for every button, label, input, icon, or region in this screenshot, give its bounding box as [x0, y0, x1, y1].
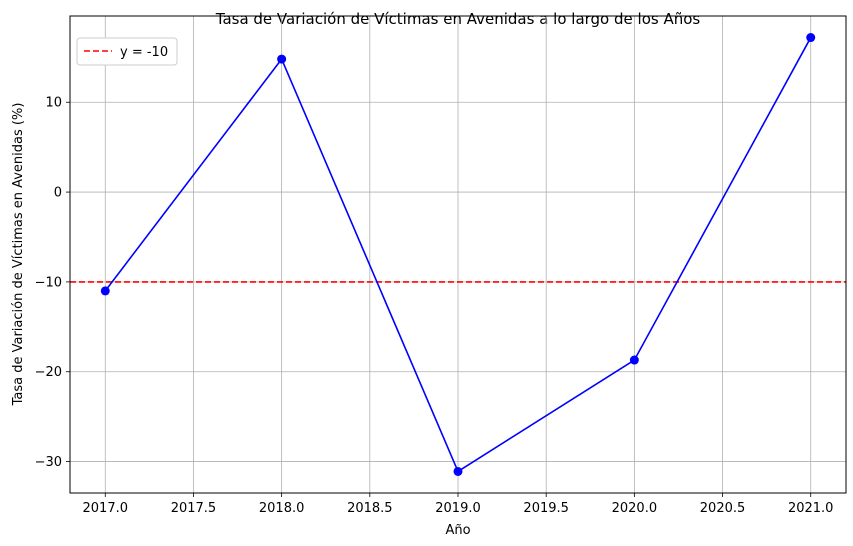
y-tick-label: −10 [35, 275, 62, 290]
x-tick-label: 2018.5 [347, 501, 393, 516]
x-axis-label: Año [445, 523, 470, 538]
chart-title: Tasa de Variación de Víctimas en Avenida… [215, 10, 701, 28]
x-tick-label: 2019.0 [435, 501, 481, 516]
legend-label: y = -10 [120, 45, 168, 60]
data-point [629, 355, 639, 365]
data-point [453, 466, 463, 476]
y-axis-ticks: −30 −20 −10 0 10 [35, 96, 70, 470]
data-point [806, 33, 816, 43]
x-tick-label: 2017.5 [171, 501, 217, 516]
y-tick-label: −30 [35, 455, 62, 470]
x-tick-label: 2020.0 [612, 501, 658, 516]
y-tick-label: 0 [54, 186, 62, 201]
x-tick-label: 2017.0 [83, 501, 129, 516]
legend: y = -10 [76, 37, 178, 66]
y-tick-label: −20 [35, 365, 62, 380]
data-point [100, 286, 110, 296]
y-tick-label: 10 [45, 96, 62, 111]
x-tick-label: 2020.5 [700, 501, 746, 516]
data-point [277, 54, 287, 64]
x-tick-label: 2021.0 [788, 501, 834, 516]
x-tick-label: 2019.5 [523, 501, 569, 516]
x-axis-ticks: 2017.0 2017.5 2018.0 2018.5 2019.0 2019.5 2020… [83, 493, 834, 516]
x-tick-label: 2018.0 [259, 501, 305, 516]
y-axis-label: Tasa de Variación de Víctimas en Avenida… [11, 103, 26, 407]
legend-box [76, 37, 178, 66]
series-layer [100, 33, 816, 476]
